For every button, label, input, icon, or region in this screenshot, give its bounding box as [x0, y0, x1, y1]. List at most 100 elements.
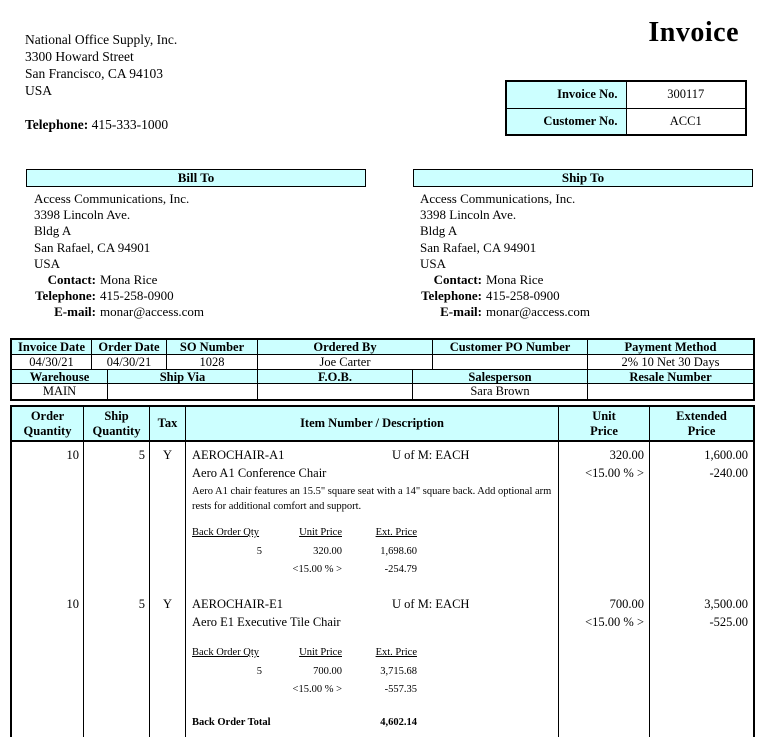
customer-no-label: Customer No.: [505, 107, 627, 136]
bill-to-address: USA: [34, 255, 61, 271]
unit-discount: <15.00 % >: [585, 614, 644, 629]
company-address-line: USA: [25, 83, 53, 98]
contact-label: Contact:: [47, 272, 96, 288]
company-address-line: 3300 Howard Street: [25, 49, 134, 64]
customer-no-value: ACC1: [625, 107, 747, 136]
extended-price-header: Extended Price: [650, 407, 753, 440]
backorder-total-label: Back Order Total: [192, 716, 271, 728]
resale-number-header: Resale Number: [588, 369, 753, 385]
table-row: Warehouse Ship Via F.O.B. Salesperson Re…: [12, 369, 753, 385]
unit-price-cell: 700.00 <15.00 % >: [559, 591, 650, 737]
ship-to-telephone: Telephone: 415-258-0900: [420, 288, 590, 304]
ordered-by-value: Joe Carter: [258, 354, 433, 370]
contact-label: Contact:: [433, 272, 482, 288]
ship-via-header: Ship Via: [108, 369, 258, 385]
item-number-line: AEROCHAIR-A1 U of M: EACH: [192, 447, 556, 465]
salesperson-header: Salesperson: [413, 369, 588, 385]
order-qty-value: 10: [12, 442, 84, 591]
warehouse-header: Warehouse: [12, 369, 108, 385]
telephone-value: 415-333-1000: [91, 117, 169, 132]
header-line: Ship: [104, 408, 129, 423]
fob-header: F.O.B.: [258, 369, 413, 385]
item-number-line: AEROCHAIR-E1 U of M: EACH: [192, 596, 556, 614]
item-number: AEROCHAIR-A1: [192, 448, 285, 462]
customer-po-header: Customer PO Number: [433, 340, 588, 355]
ship-qty-value: 5: [84, 442, 150, 591]
telephone-label: Telephone:: [25, 117, 89, 132]
header-line: Quantity: [23, 423, 72, 438]
ship-to-email: E-mail: monar@access.com: [420, 304, 590, 320]
bill-to-name: Access Communications, Inc.: [34, 191, 190, 206]
ship-to-address: San Rafael, CA 94901: [420, 239, 537, 255]
order-info-table: Invoice Date Order Date SO Number Ordere…: [10, 338, 755, 402]
backorder-total-row: Back Order Total 4,602.14: [192, 714, 556, 732]
header-line: Order: [30, 408, 65, 423]
company-block: National Office Supply, Inc. 3300 Howard…: [25, 31, 177, 133]
order-qty-value: 10: [12, 591, 84, 737]
ship-quantity-header: Ship Quantity: [84, 407, 150, 440]
ext-price-value: 3,500.00: [704, 597, 748, 611]
table-row: 04/30/21 04/30/21 1028 Joe Carter 2% 10 …: [12, 354, 753, 370]
bill-to-address: San Rafael, CA 94901: [34, 239, 151, 255]
extended-price-cell: 1,600.00 -240.00: [650, 442, 753, 591]
email-value: monar@access.com: [486, 304, 591, 320]
backorder-qty-header: Back Order Qty: [192, 527, 260, 538]
item-name: Aero E1 Executive Tile Chair: [192, 614, 341, 629]
backorder-discount: <15.00 % >: [292, 684, 342, 695]
unit-price-value: 700.00: [609, 597, 644, 611]
unit-price-cell: 320.00 <15.00 % >: [559, 442, 650, 591]
backorder-qty-value: 5: [256, 665, 262, 677]
company-name: National Office Supply, Inc.: [25, 32, 178, 47]
tax-value: Y: [150, 442, 186, 591]
payment-method-header: Payment Method: [588, 340, 753, 355]
ship-to-address: USA: [420, 255, 447, 271]
company-address-line: San Francisco, CA 94103: [25, 66, 163, 81]
unit-price-value: 320.00: [609, 448, 644, 462]
table-row: 10 5 Y AEROCHAIR-A1 U of M: EACH Aero A1…: [12, 442, 753, 591]
ship-to-contact: Contact: Mona Rice: [420, 272, 590, 288]
items-body: 10 5 Y AEROCHAIR-A1 U of M: EACH Aero A1…: [12, 442, 753, 737]
tax-value: Y: [150, 591, 186, 737]
ship-to-block: Access Communications, Inc. 3398 Lincoln…: [420, 191, 590, 321]
order-date-value: 04/30/21: [92, 354, 167, 370]
backorder-unit-price-value: 320.00: [313, 545, 342, 557]
customer-po-value: [433, 354, 588, 370]
ext-discount: -525.00: [709, 614, 748, 629]
invoice-no-label: Invoice No.: [505, 80, 627, 109]
header-line: Item Number / Description: [300, 416, 444, 430]
telephone-label: Telephone:: [35, 288, 96, 304]
line-items-table: Order Quantity Ship Quantity Tax Item Nu…: [10, 405, 755, 737]
so-number-header: SO Number: [167, 340, 258, 355]
payment-method-value: 2% 10 Net 30 Days: [588, 355, 753, 370]
backorder-discount-ext: -254.79: [384, 564, 417, 575]
company-telephone: Telephone: 415-333-1000: [25, 116, 177, 133]
ship-to-address: 3398 Lincoln Ave.: [420, 207, 517, 223]
ship-to-name: Access Communications, Inc.: [420, 191, 576, 206]
ext-price-value: 1,600.00: [704, 448, 748, 462]
contact-value: Mona Rice: [486, 272, 544, 288]
email-value: monar@access.com: [100, 304, 205, 320]
table-row: 10 5 Y AEROCHAIR-E1 U of M: EACH Aero E1…: [12, 591, 753, 737]
backorder-unit-price-header: Unit Price: [299, 647, 342, 658]
ship-qty-value: 5: [84, 591, 150, 737]
telephone-label: Telephone:: [421, 288, 482, 304]
unit-price-header: Unit Price: [559, 407, 650, 440]
bill-to-header: Bill To: [26, 169, 366, 187]
ship-via-value: [108, 384, 258, 400]
order-date-header: Order Date: [92, 340, 167, 355]
warehouse-value: MAIN: [12, 384, 108, 400]
item-name: Aero A1 Conference Chair: [192, 465, 327, 480]
backorder-ext-price-header: Ext. Price: [375, 647, 417, 658]
header-line: Quantity: [92, 423, 141, 438]
backorder-unit-price-value: 700.00: [313, 665, 342, 677]
header-line: Unit: [592, 408, 616, 423]
salesperson-value: Sara Brown: [413, 384, 588, 400]
ext-discount: -240.00: [709, 465, 748, 480]
invoice-date-header: Invoice Date: [12, 340, 92, 355]
invoice-meta-table: Invoice No. 300117 Customer No. ACC1: [505, 80, 747, 136]
backorder-total-value: 4,602.14: [380, 716, 417, 728]
backorder-subtable: Back Order Qty Unit Price Ext. Price 5 7…: [192, 644, 556, 700]
bill-to-telephone: Telephone: 415-258-0900: [34, 288, 204, 304]
backorder-ext-price-value: 3,715.68: [380, 665, 417, 677]
header-line: Extended: [676, 408, 727, 423]
